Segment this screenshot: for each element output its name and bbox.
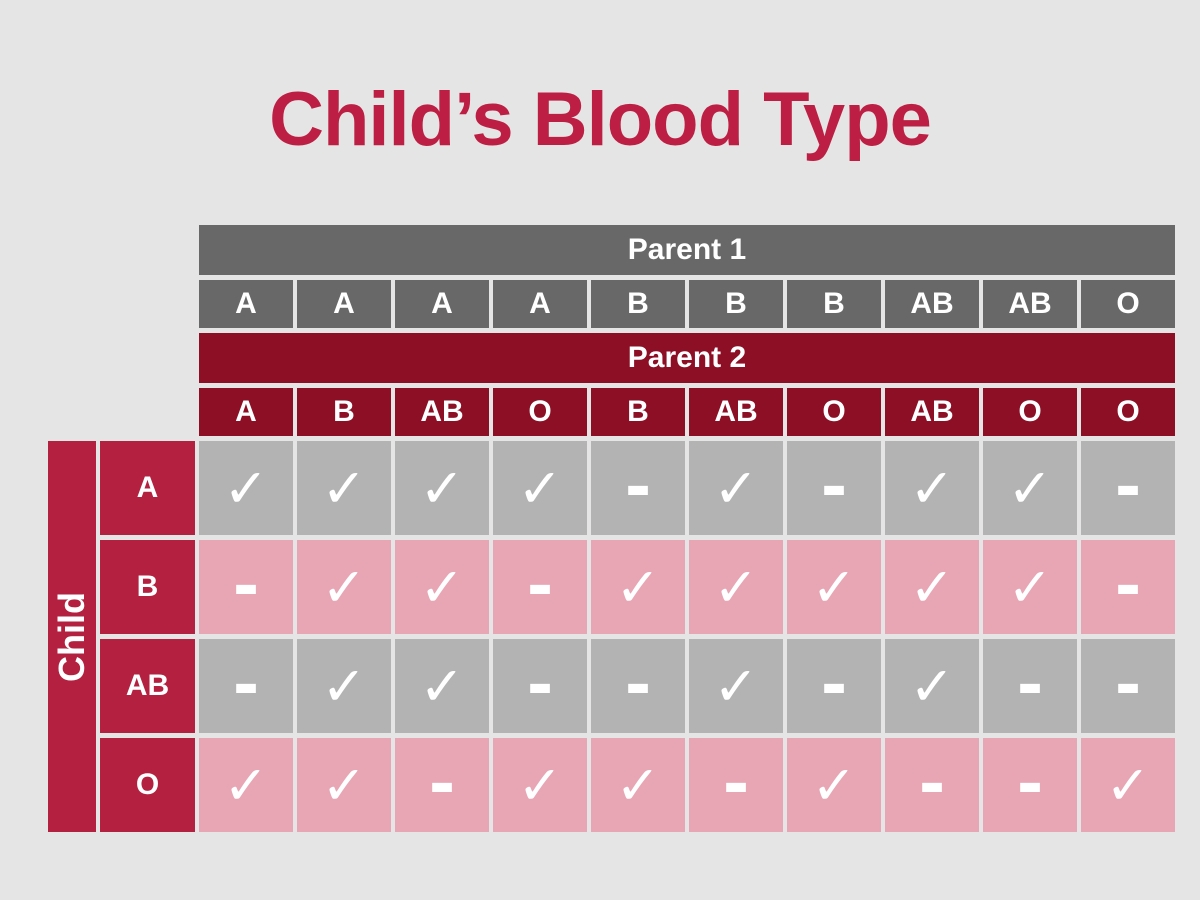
parent2-type-cell: AB (885, 388, 979, 436)
result-cell-check: ✓ (885, 441, 979, 535)
result-cell-dash: - (199, 540, 293, 634)
parent2-type-cell: O (493, 388, 587, 436)
child-type-cell: AB (100, 639, 195, 733)
parent2-type-cell: B (297, 388, 391, 436)
result-cell-check: ✓ (1081, 738, 1175, 832)
result-cell-dash: - (591, 639, 685, 733)
parent1-header: Parent 1 (199, 225, 1175, 275)
parent1-type-cell: AB (983, 280, 1077, 328)
parent1-type-cell: B (787, 280, 881, 328)
parent1-type-cell: A (493, 280, 587, 328)
parent1-type-cell: AB (885, 280, 979, 328)
parent1-type-cell: A (199, 280, 293, 328)
parent2-header: Parent 2 (199, 333, 1175, 383)
parent2-type-cell: AB (689, 388, 783, 436)
result-cell-check: ✓ (591, 540, 685, 634)
result-cell-check: ✓ (689, 441, 783, 535)
result-cell-check: ✓ (395, 441, 489, 535)
blood-type-table: Parent 1 Parent 2 Child A A A A B B B AB AB O A B AB… (48, 225, 1175, 832)
result-cell-dash: - (983, 639, 1077, 733)
result-cell-dash: - (199, 639, 293, 733)
result-cell-check: ✓ (297, 639, 391, 733)
parent2-type-cell: A (199, 388, 293, 436)
parent2-type-cell: O (1081, 388, 1175, 436)
result-cell-dash: - (1081, 639, 1175, 733)
parent2-type-cell: O (983, 388, 1077, 436)
result-cell-dash: - (493, 540, 587, 634)
parent2-type-cell: O (787, 388, 881, 436)
result-cell-check: ✓ (885, 639, 979, 733)
child-type-cell: A (100, 441, 195, 535)
child-header: Child (48, 441, 96, 832)
result-cell-dash: - (1081, 441, 1175, 535)
result-cell-check: ✓ (591, 738, 685, 832)
result-cell-dash: - (885, 738, 979, 832)
child-type-cell: O (100, 738, 195, 832)
parent2-type-cell: B (591, 388, 685, 436)
child-header-label: Child (51, 591, 93, 682)
result-cell-dash: - (591, 441, 685, 535)
result-cell-check: ✓ (787, 738, 881, 832)
parent1-type-cell: A (395, 280, 489, 328)
parent1-type-cell: A (297, 280, 391, 328)
result-cell-check: ✓ (297, 540, 391, 634)
result-cell-check: ✓ (493, 738, 587, 832)
result-cell-dash: - (493, 639, 587, 733)
result-cell-check: ✓ (199, 441, 293, 535)
result-cell-check: ✓ (885, 540, 979, 634)
result-cell-check: ✓ (689, 540, 783, 634)
parent1-type-cell: O (1081, 280, 1175, 328)
child-type-cell: B (100, 540, 195, 634)
result-cell-check: ✓ (983, 441, 1077, 535)
result-cell-check: ✓ (493, 441, 587, 535)
result-cell-dash: - (689, 738, 783, 832)
result-cell-dash: - (787, 441, 881, 535)
result-cell-check: ✓ (395, 540, 489, 634)
result-cell-check: ✓ (297, 738, 391, 832)
result-cell-check: ✓ (983, 540, 1077, 634)
result-cell-dash: - (983, 738, 1077, 832)
result-cell-dash: - (395, 738, 489, 832)
parent1-type-cell: B (689, 280, 783, 328)
result-cell-check: ✓ (199, 738, 293, 832)
result-cell-check: ✓ (395, 639, 489, 733)
result-cell-dash: - (787, 639, 881, 733)
result-cell-dash: - (1081, 540, 1175, 634)
result-cell-check: ✓ (689, 639, 783, 733)
parent1-type-cell: B (591, 280, 685, 328)
result-cell-check: ✓ (787, 540, 881, 634)
parent2-type-cell: AB (395, 388, 489, 436)
result-cell-check: ✓ (297, 441, 391, 535)
page-title: Child’s Blood Type (269, 77, 932, 162)
